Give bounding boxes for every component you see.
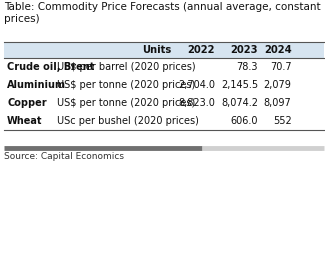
Text: 2,145.5: 2,145.5 [221, 80, 258, 90]
Text: Crude oil, Brent: Crude oil, Brent [7, 62, 94, 72]
Text: USc per bushel (2020 prices): USc per bushel (2020 prices) [57, 116, 199, 126]
Text: 2024: 2024 [264, 45, 292, 55]
Text: 552: 552 [273, 116, 292, 126]
Text: Units: Units [142, 45, 172, 55]
Bar [4, 76, 324, 94]
Text: 2,079: 2,079 [264, 80, 292, 90]
Bar [4, 58, 324, 76]
Text: Table: Commodity Price Forecasts (annual average, constant
prices): Table: Commodity Price Forecasts (annual… [4, 2, 321, 24]
Text: 8,074.2: 8,074.2 [221, 98, 258, 108]
Text: 2023: 2023 [230, 45, 258, 55]
Bar [4, 112, 324, 130]
Text: 2022: 2022 [187, 45, 215, 55]
Text: 70.7: 70.7 [270, 62, 292, 72]
Bar [4, 42, 324, 58]
Text: 8,823.0: 8,823.0 [178, 98, 215, 108]
Text: 606.0: 606.0 [230, 116, 258, 126]
Bar [4, 94, 324, 112]
Text: 78.3: 78.3 [237, 62, 258, 72]
Text: US$ per barrel (2020 prices): US$ per barrel (2020 prices) [57, 62, 195, 72]
Text: US$ per tonne (2020 prices): US$ per tonne (2020 prices) [57, 98, 195, 108]
Text: Wheat: Wheat [7, 116, 43, 126]
Text: Source: Capital Economics: Source: Capital Economics [4, 152, 124, 161]
Text: Aluminium: Aluminium [7, 80, 66, 90]
Text: US$ per tonne (2020 prices): US$ per tonne (2020 prices) [57, 80, 195, 90]
Text: 2,704.0: 2,704.0 [178, 80, 215, 90]
Text: 8,097: 8,097 [264, 98, 292, 108]
Text: Copper: Copper [7, 98, 46, 108]
